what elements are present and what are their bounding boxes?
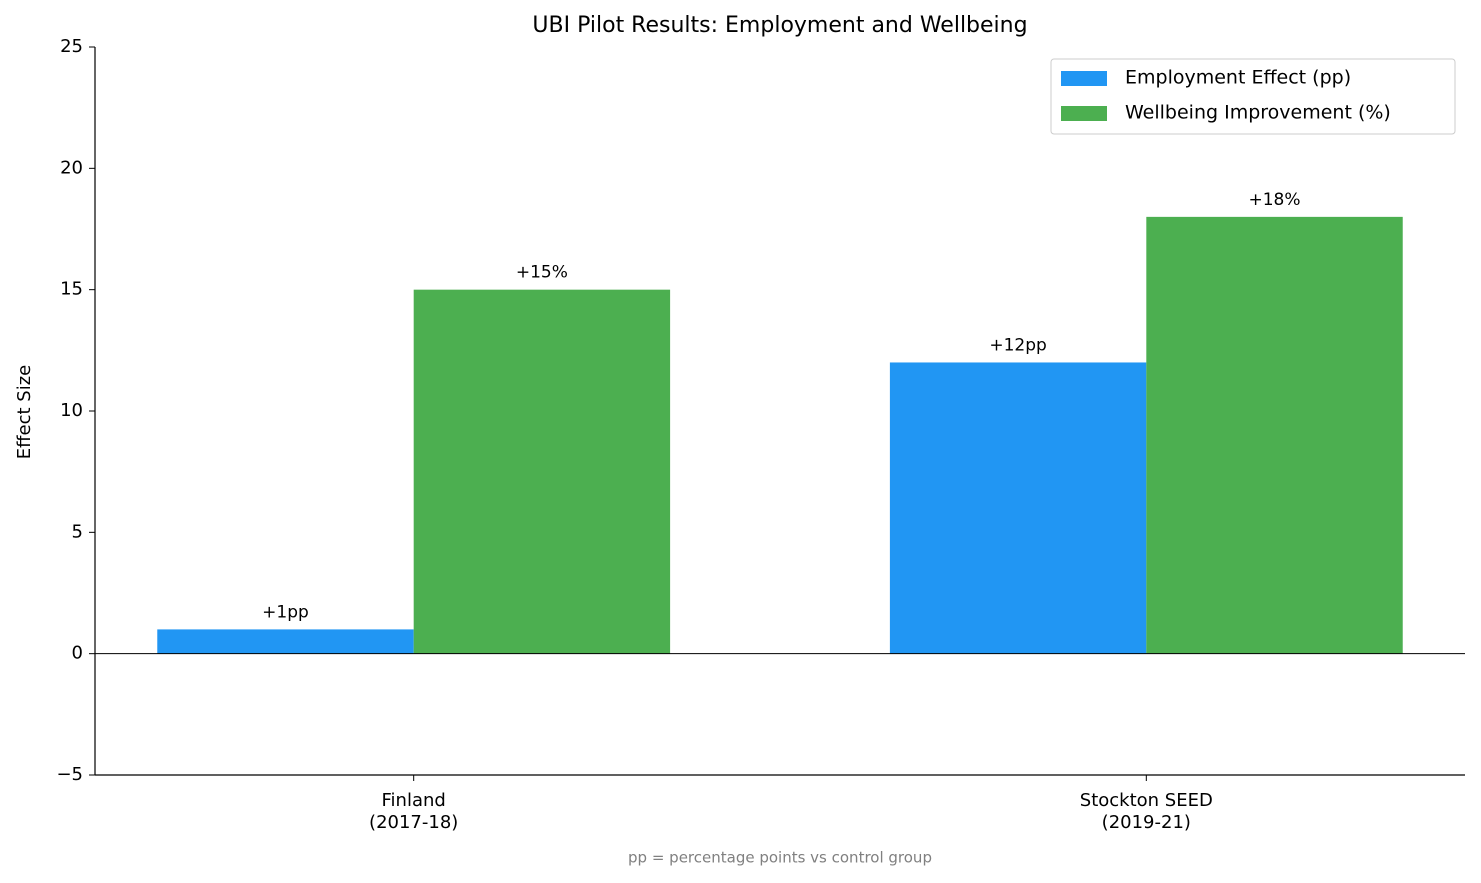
legend-swatch bbox=[1061, 106, 1107, 121]
y-tick-label: 5 bbox=[72, 521, 83, 542]
y-axis-label: Effect Size bbox=[14, 365, 35, 459]
value-label: +15% bbox=[516, 263, 568, 283]
bar bbox=[157, 629, 414, 654]
legend-label: Employment Effect (pp) bbox=[1125, 67, 1351, 89]
legend-swatch bbox=[1061, 71, 1107, 86]
y-tick-label: 0 bbox=[72, 643, 83, 664]
y-tick-label: 10 bbox=[60, 400, 83, 421]
bar bbox=[889, 362, 1147, 654]
footnote: pp = percentage points vs control group bbox=[628, 849, 932, 867]
x-tick-label: Stockton SEED (2019-21) bbox=[1080, 790, 1213, 833]
y-tick-label: 25 bbox=[60, 36, 83, 57]
y-tick-label: −5 bbox=[56, 764, 83, 785]
bar bbox=[1146, 216, 1403, 654]
x-tick-label: Finland (2017-18) bbox=[369, 790, 458, 833]
value-label: +1pp bbox=[262, 602, 309, 622]
chart-title: UBI Pilot Results: Employment and Wellbe… bbox=[532, 13, 1027, 38]
legend-box bbox=[1050, 58, 1456, 135]
legend-label: Wellbeing Improvement (%) bbox=[1125, 102, 1391, 124]
value-label: +12pp bbox=[989, 335, 1046, 355]
y-tick-label: 15 bbox=[60, 279, 83, 300]
y-tick-label: 20 bbox=[60, 157, 83, 178]
bar bbox=[413, 289, 671, 654]
value-label: +18% bbox=[1249, 190, 1301, 210]
